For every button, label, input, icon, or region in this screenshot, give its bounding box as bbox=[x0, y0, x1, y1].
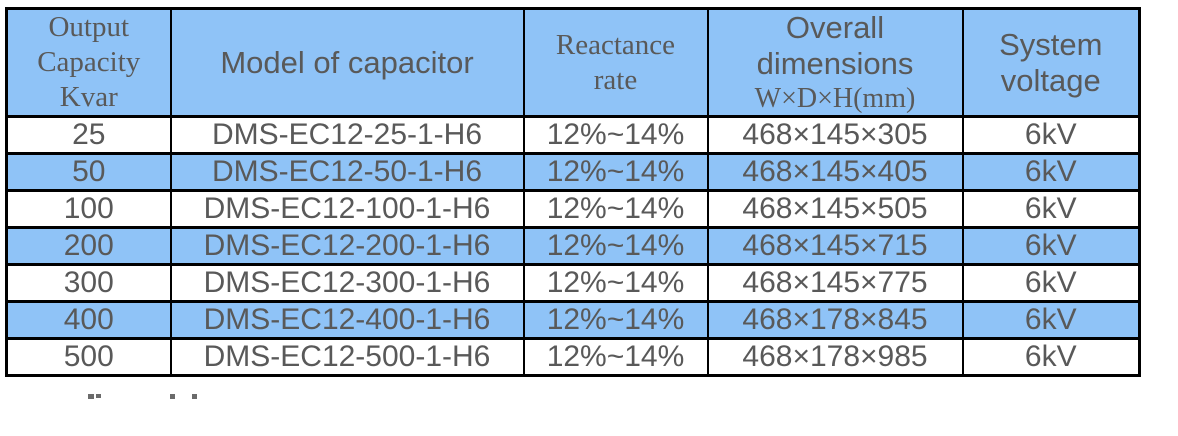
col-header-output-capacity: Output Capacity Kvar bbox=[5, 7, 172, 118]
clipped-glyph bbox=[170, 394, 175, 399]
cell-reactance: 12%~14% bbox=[522, 189, 709, 229]
table-row: 50 DMS-EC12-50-1-H6 12%~14% 468×145×405 … bbox=[5, 152, 1141, 192]
col-header-overall-dimensions: Overall dimensions W×D×H(mm) bbox=[706, 7, 964, 118]
cell-reactance: 12%~14% bbox=[522, 115, 709, 155]
col-header-system-voltage: System voltage bbox=[961, 7, 1141, 118]
table-row: 25 DMS-EC12-25-1-H6 12%~14% 468×145×305 … bbox=[5, 115, 1141, 155]
clipped-text-fragments bbox=[0, 394, 300, 402]
table-row: 200 DMS-EC12-200-1-H6 12%~14% 468×145×71… bbox=[5, 226, 1141, 266]
cell-voltage: 6kV bbox=[961, 189, 1141, 229]
cell-dimensions: 468×145×505 bbox=[706, 189, 964, 229]
clipped-glyph bbox=[192, 394, 197, 399]
cell-model: DMS-EC12-400-1-H6 bbox=[169, 300, 525, 340]
cell-model: DMS-EC12-50-1-H6 bbox=[169, 152, 525, 192]
cell-dimensions: 468×178×985 bbox=[706, 337, 964, 377]
cell-voltage: 6kV bbox=[961, 263, 1141, 303]
clipped-glyph bbox=[88, 394, 94, 399]
cell-dimensions: 468×145×715 bbox=[706, 226, 964, 266]
cell-reactance: 12%~14% bbox=[522, 226, 709, 266]
cell-model: DMS-EC12-200-1-H6 bbox=[169, 226, 525, 266]
cell-dimensions: 468×145×305 bbox=[706, 115, 964, 155]
col-header-output-capacity-label: Output Capacity Kvar bbox=[37, 11, 141, 114]
cell-voltage: 6kV bbox=[961, 115, 1141, 155]
cell-capacity: 50 bbox=[5, 152, 172, 192]
cell-reactance: 12%~14% bbox=[522, 300, 709, 340]
col-header-dimensions-unit-label: W×D×H(mm) bbox=[754, 83, 916, 114]
cell-capacity: 300 bbox=[5, 263, 172, 303]
cell-model: DMS-EC12-100-1-H6 bbox=[169, 189, 525, 229]
cell-reactance: 12%~14% bbox=[522, 337, 709, 377]
cell-model: DMS-EC12-300-1-H6 bbox=[169, 263, 525, 303]
col-header-reactance-rate-label: Reactance rate bbox=[555, 28, 676, 96]
cell-voltage: 6kV bbox=[961, 152, 1141, 192]
cell-dimensions: 468×145×775 bbox=[706, 263, 964, 303]
cell-capacity: 100 bbox=[5, 189, 172, 229]
capacitor-spec-table: Output Capacity Kvar Model of capacitor … bbox=[5, 7, 1141, 377]
cell-reactance: 12%~14% bbox=[522, 152, 709, 192]
col-header-model-label: Model of capacitor bbox=[220, 44, 474, 80]
cell-voltage: 6kV bbox=[961, 337, 1141, 377]
table-row: 500 DMS-EC12-500-1-H6 12%~14% 468×178×98… bbox=[5, 337, 1141, 377]
cell-dimensions: 468×145×405 bbox=[706, 152, 964, 192]
cell-reactance: 12%~14% bbox=[522, 263, 709, 303]
cell-capacity: 400 bbox=[5, 300, 172, 340]
col-header-reactance-rate: Reactance rate bbox=[522, 7, 709, 118]
table-row: 400 DMS-EC12-400-1-H6 12%~14% 468×178×84… bbox=[5, 300, 1141, 340]
clipped-glyph bbox=[96, 394, 101, 398]
cell-dimensions: 468×178×845 bbox=[706, 300, 964, 340]
col-header-system-voltage-label: System voltage bbox=[999, 26, 1103, 98]
cell-capacity: 25 bbox=[5, 115, 172, 155]
header-row: Output Capacity Kvar Model of capacitor … bbox=[5, 7, 1141, 118]
table-row: 300 DMS-EC12-300-1-H6 12%~14% 468×145×77… bbox=[5, 263, 1141, 303]
table-row: 100 DMS-EC12-100-1-H6 12%~14% 468×145×50… bbox=[5, 189, 1141, 229]
col-header-model: Model of capacitor bbox=[169, 7, 525, 118]
col-header-overall-dimensions-label: Overall dimensions bbox=[756, 10, 914, 82]
cell-capacity: 200 bbox=[5, 226, 172, 266]
cell-capacity: 500 bbox=[5, 337, 172, 377]
cell-model: DMS-EC12-25-1-H6 bbox=[169, 115, 525, 155]
cell-model: DMS-EC12-500-1-H6 bbox=[169, 337, 525, 377]
cell-voltage: 6kV bbox=[961, 226, 1141, 266]
cell-voltage: 6kV bbox=[961, 300, 1141, 340]
